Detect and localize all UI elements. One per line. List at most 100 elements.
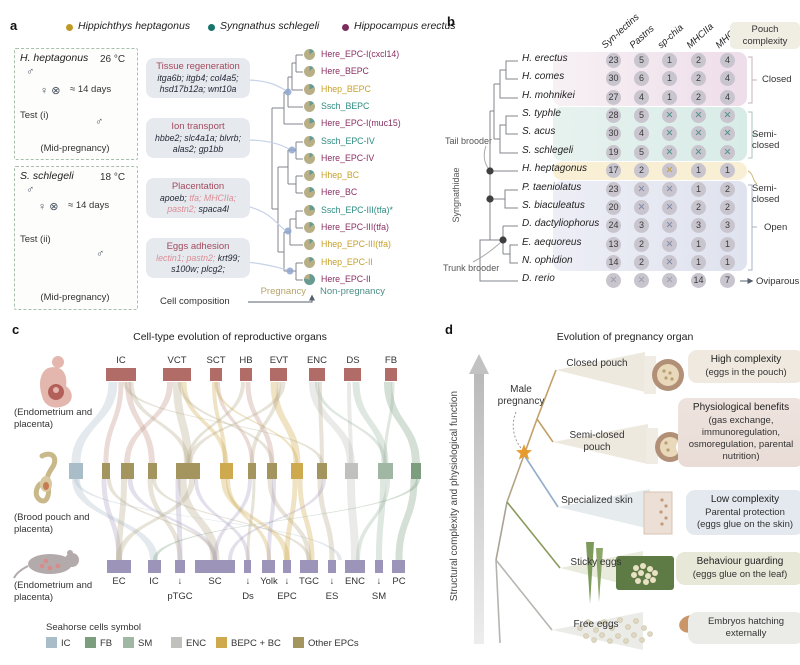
bottom-node-sublabel: SM [371,591,387,602]
pie-icon [304,136,315,147]
seahorse-cell-node [176,463,200,479]
legend-item: IC [46,637,71,649]
group-label-semi-closed: Semi-closed [752,129,780,151]
bottom-node-label: ↓ [245,576,251,587]
tree-leaf: Ssch_BEPC [304,101,369,112]
mouse-cell-node [328,560,336,573]
test1-stage: (Mid-pregnancy) [40,143,110,154]
bottom-node-label: ↓ [177,576,183,587]
test2-temp: 18 °C [100,172,126,183]
sticky-eggs-illustration [586,542,674,604]
legend-item: ENC [171,637,206,649]
mouse-cell-node [148,560,161,573]
tip-closed-pouch: Closed pouch [566,358,628,369]
genebox-title: Eggs adhesion [166,241,230,252]
mouse-cell-node [195,560,235,573]
seahorse-cell-node [219,463,233,479]
bottom-node-sublabel: Ds [242,591,254,602]
bottom-node-label: TGC [298,576,320,587]
bottom-node-label: Yolk [260,576,278,587]
pie-icon [304,49,315,60]
tip-sticky-eggs: Sticky eggs [570,557,622,568]
top-node-label: EVT [269,355,289,366]
species-label-syngnathus: Syngnathus schlegeli [220,20,320,32]
pie-icon [304,239,315,250]
tree-gene-nodes [284,88,296,275]
bottom-node-label: EC [112,576,126,587]
genebox-connectors [245,79,290,271]
tree-leaf: Here_EPC-III(tfa) [304,222,389,233]
top-node-label: FB [384,355,398,366]
mouse-cell-node [375,560,383,573]
pie-icon [304,274,315,285]
bottom-node-label: SC [208,576,222,587]
seahorse-cell-node [267,463,277,479]
genebox-tissue-regeneration: Tissue regeneration itga6b; itgb4; col4a… [146,58,250,98]
genebox-title: Ion transport [171,121,225,132]
test1-label: Test (i) [20,110,49,121]
top-node-label: HB [239,355,253,366]
test2-species: S. schlegeli [20,170,74,182]
seahorse-legend-title: Seahorse cells symbol [46,622,142,633]
desc-box-embryos-external: Embryos hatching externally [688,612,800,644]
bottom-node-label: ENC [344,576,366,587]
tree-leaf: Ssch_EPC-IV [304,136,375,147]
genebox-placentation: Placentation apoeb; tfa; MHCIIa; pastn2; … [146,178,250,218]
human-cell-node [309,368,325,381]
test2-days: ≈ 14 days [68,200,110,211]
bottom-node-sublabel: EPC [277,591,297,602]
male-pregnancy-star-icon [516,444,532,460]
pie-icon [304,170,315,181]
male-symbol: ♂ [95,116,104,128]
bottom-node-label: PC [392,576,406,587]
group-label-open: Open [764,222,788,233]
seahorse-node-row [0,463,800,479]
seahorse-cell-node [102,463,110,479]
top-node-label: SCT [206,355,226,366]
mouse-cell-node [283,560,291,573]
panel-d-letter: d [445,322,453,337]
top-node-label: VCT [167,355,187,366]
mouse-organ-label: (Endometrium and placenta) [14,580,93,603]
panel-a-letter: a [10,18,18,33]
pie-icon [304,187,315,198]
pregnancy-evolution-tree [495,369,561,644]
legend-item: BEPC + BC [216,637,281,649]
tree-leaf: Here_BEPC [304,66,369,77]
seahorse-cell-node [317,463,327,479]
bottom-node-label: ↓ [284,576,290,587]
desc-box-low-complexity: Low complexity Parental protection (eggs g… [686,490,800,535]
seahorse-cell-node [377,463,393,479]
brooder-nodes [486,167,507,244]
tip-semi-closed-pouch: Semi-closed pouch [569,430,625,453]
species-label-hippichthys: Hippichthys heptagonus [78,20,191,32]
group-label-closed: Closed [762,74,792,85]
bottom-node-sublabel: pTGC [167,591,193,602]
complexity-axis-label: Structural complexity and physiological … [449,390,460,602]
human-cell-node [385,368,397,381]
panel-b-letter: b [447,14,455,29]
closed-pouch-illustration [644,356,684,394]
tail-brooder-label: Tail brooder [445,136,493,146]
pie-icon [304,153,315,164]
test1-temp: 26 °C [100,54,126,65]
human-cell-node [106,368,136,381]
bottom-node-label: ↓ [329,576,335,587]
cell-phylogeny-tree [271,54,303,281]
specialized-skin-illustration [643,491,673,535]
desc-box-behaviour-guarding: Behaviour guarding (eggs glue on the leaf… [676,552,800,585]
test2-stage: (Mid-pregnancy) [40,292,110,303]
top-node-label: DS [346,355,360,366]
seahorse-cell-node [291,463,303,479]
male-symbol: ♂ [96,248,105,260]
mouse-cell-node [262,560,275,573]
seahorse-cell-node [147,463,157,479]
legend-swatch [293,637,304,648]
non-pregnancy-label: Non-pregnancy [320,286,385,297]
species-dot-hippocampus [342,24,349,31]
mouse-illustration [13,550,79,579]
tree-leaf: Hhep_BC [304,170,359,181]
test1-species: H. heptagonus [20,52,89,64]
species-dot-hippichthys [66,24,73,31]
panel-c-title: Cell-type evolution of reproductive orga… [133,331,327,343]
